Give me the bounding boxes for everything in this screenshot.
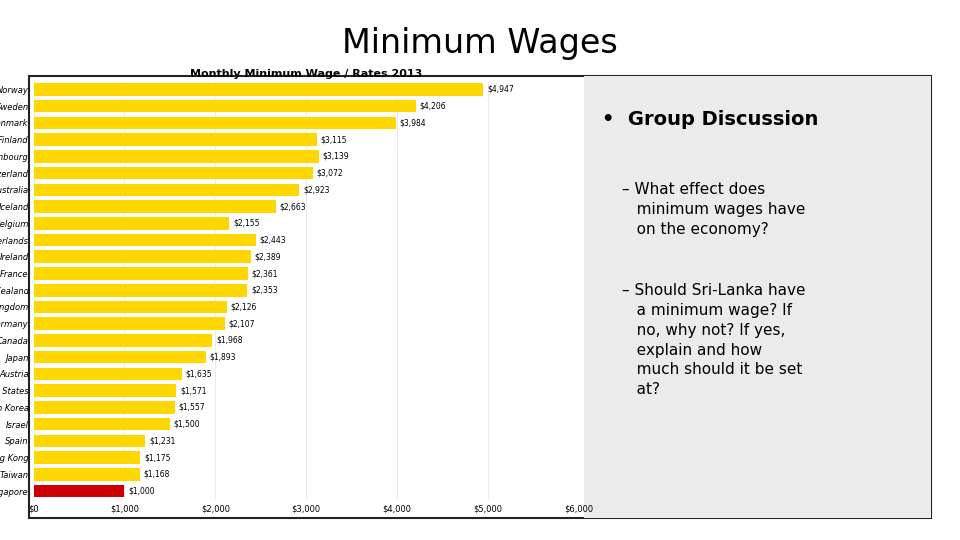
Text: $2,353: $2,353: [252, 286, 277, 295]
Text: •  Group Discussion: • Group Discussion: [602, 111, 819, 130]
Bar: [34, 251, 251, 263]
Bar: [34, 401, 175, 414]
Text: $2,923: $2,923: [303, 185, 329, 194]
Bar: [34, 234, 255, 246]
Text: $2,389: $2,389: [254, 252, 281, 261]
Bar: [34, 485, 125, 497]
Bar: [34, 184, 300, 196]
Text: $3,984: $3,984: [399, 118, 426, 127]
Bar: [34, 384, 177, 397]
Bar: [34, 451, 140, 464]
Text: – Should Sri-Lanka have
   a minimum wage? If
   no, why not? If yes,
   explain: – Should Sri-Lanka have a minimum wage? …: [622, 283, 805, 397]
Text: $1,231: $1,231: [149, 436, 176, 446]
Bar: [34, 368, 182, 380]
Text: $3,072: $3,072: [317, 168, 343, 178]
Text: $3,115: $3,115: [321, 135, 347, 144]
Bar: [34, 133, 317, 146]
Title: Monthly Minimum Wage / Rates 2013: Monthly Minimum Wage / Rates 2013: [190, 69, 422, 79]
Text: $1,175: $1,175: [144, 453, 171, 462]
Bar: [34, 150, 319, 163]
Bar: [34, 351, 205, 363]
Bar: [34, 334, 212, 347]
Text: $1,635: $1,635: [186, 369, 212, 379]
Bar: [34, 117, 396, 129]
Text: $1,893: $1,893: [209, 353, 236, 362]
Bar: [34, 318, 225, 330]
Bar: [34, 284, 248, 296]
Bar: [34, 301, 227, 313]
Text: Minimum Wages: Minimum Wages: [342, 27, 618, 60]
Bar: [34, 217, 229, 230]
Text: $3,139: $3,139: [323, 152, 349, 161]
Text: $2,155: $2,155: [233, 219, 259, 228]
Bar: [34, 468, 140, 481]
Text: $2,663: $2,663: [279, 202, 306, 211]
Bar: [34, 267, 249, 280]
Bar: [34, 435, 146, 447]
Text: $2,443: $2,443: [259, 235, 286, 245]
Bar: [34, 83, 483, 96]
Text: $2,126: $2,126: [230, 302, 257, 312]
Text: $1,500: $1,500: [174, 420, 201, 429]
Bar: [34, 418, 170, 430]
Text: $2,361: $2,361: [252, 269, 278, 278]
Bar: [34, 100, 416, 112]
Text: $1,168: $1,168: [143, 470, 170, 479]
Bar: [34, 167, 313, 179]
Text: $4,947: $4,947: [487, 85, 514, 94]
Text: $1,557: $1,557: [179, 403, 205, 412]
Text: $1,000: $1,000: [128, 487, 155, 496]
Bar: [34, 200, 276, 213]
Text: – What effect does
   minimum wages have
   on the economy?: – What effect does minimum wages have on…: [622, 182, 805, 237]
Text: $4,206: $4,206: [420, 102, 446, 111]
Text: $1,571: $1,571: [180, 386, 206, 395]
Text: $1,968: $1,968: [216, 336, 243, 345]
Text: $2,107: $2,107: [228, 319, 255, 328]
